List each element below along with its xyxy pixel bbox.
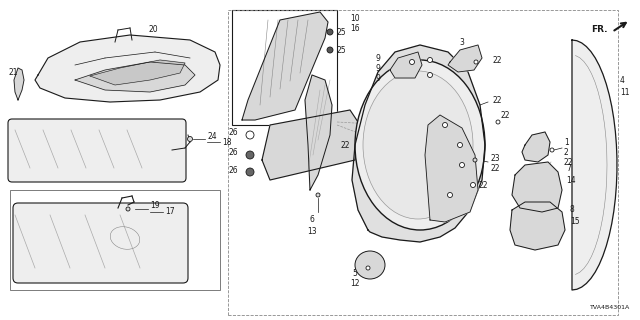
Circle shape xyxy=(246,168,254,176)
Circle shape xyxy=(327,29,333,35)
Text: 20: 20 xyxy=(148,25,157,34)
Circle shape xyxy=(460,163,465,167)
Circle shape xyxy=(447,193,452,197)
Text: 15: 15 xyxy=(570,218,580,227)
Text: 24: 24 xyxy=(207,132,216,140)
Circle shape xyxy=(442,123,447,127)
Bar xyxy=(10,190,220,290)
Text: 25: 25 xyxy=(336,28,346,36)
Circle shape xyxy=(470,182,476,188)
Bar xyxy=(232,10,337,125)
Polygon shape xyxy=(242,12,328,120)
Polygon shape xyxy=(522,132,550,162)
Text: 7: 7 xyxy=(566,164,571,172)
Text: 4: 4 xyxy=(620,76,625,84)
Text: 22: 22 xyxy=(492,95,502,105)
Text: 8: 8 xyxy=(570,205,575,214)
Circle shape xyxy=(316,193,320,197)
FancyBboxPatch shape xyxy=(8,119,186,182)
Text: 2: 2 xyxy=(564,148,569,156)
Polygon shape xyxy=(14,68,24,100)
Polygon shape xyxy=(35,35,220,102)
Text: 11: 11 xyxy=(620,87,630,97)
Circle shape xyxy=(327,47,333,53)
Text: 21: 21 xyxy=(8,68,17,76)
Text: 18: 18 xyxy=(222,138,232,147)
Text: 19: 19 xyxy=(150,201,159,210)
Polygon shape xyxy=(510,202,565,250)
Text: 9: 9 xyxy=(375,53,380,62)
Text: 16: 16 xyxy=(350,23,360,33)
Polygon shape xyxy=(425,115,478,222)
Text: 9: 9 xyxy=(375,63,380,73)
Polygon shape xyxy=(90,60,185,85)
Text: 13: 13 xyxy=(307,228,317,236)
Circle shape xyxy=(473,158,477,162)
Text: 10: 10 xyxy=(350,13,360,22)
Text: 26: 26 xyxy=(228,165,238,174)
Polygon shape xyxy=(390,52,422,78)
Text: 14: 14 xyxy=(566,175,575,185)
Text: 22: 22 xyxy=(500,110,509,119)
Circle shape xyxy=(458,142,463,148)
Ellipse shape xyxy=(363,71,473,219)
Text: 22: 22 xyxy=(490,164,499,172)
Text: 22: 22 xyxy=(564,157,573,166)
Circle shape xyxy=(496,120,500,124)
Bar xyxy=(228,10,618,315)
Circle shape xyxy=(188,137,193,141)
Polygon shape xyxy=(262,110,360,180)
Circle shape xyxy=(550,148,554,152)
Circle shape xyxy=(428,73,433,77)
Text: 17: 17 xyxy=(165,207,175,217)
Text: 5: 5 xyxy=(353,269,357,278)
Text: FR.: FR. xyxy=(591,25,608,34)
Polygon shape xyxy=(305,75,332,190)
Polygon shape xyxy=(75,62,195,92)
Ellipse shape xyxy=(355,60,485,230)
Text: 9: 9 xyxy=(375,74,380,83)
Circle shape xyxy=(246,131,254,139)
FancyBboxPatch shape xyxy=(13,203,188,283)
Text: 1: 1 xyxy=(564,138,569,147)
Text: 23: 23 xyxy=(490,154,500,163)
Text: 12: 12 xyxy=(350,279,360,289)
Text: 26: 26 xyxy=(228,127,238,137)
Polygon shape xyxy=(448,45,482,72)
Circle shape xyxy=(474,60,478,64)
Polygon shape xyxy=(512,162,562,212)
Polygon shape xyxy=(352,45,485,242)
Circle shape xyxy=(428,58,433,62)
Circle shape xyxy=(410,60,415,65)
Circle shape xyxy=(366,266,370,270)
Text: 6: 6 xyxy=(310,215,314,225)
Polygon shape xyxy=(572,40,617,290)
Ellipse shape xyxy=(355,251,385,279)
Text: 22: 22 xyxy=(492,55,502,65)
Text: 22: 22 xyxy=(340,140,349,149)
Circle shape xyxy=(126,207,130,211)
Circle shape xyxy=(246,151,254,159)
Text: 3: 3 xyxy=(460,37,465,46)
Text: 22: 22 xyxy=(478,180,488,189)
Text: 26: 26 xyxy=(228,148,238,156)
Text: TVA4B4301A: TVA4B4301A xyxy=(589,305,630,310)
Text: 25: 25 xyxy=(336,45,346,54)
